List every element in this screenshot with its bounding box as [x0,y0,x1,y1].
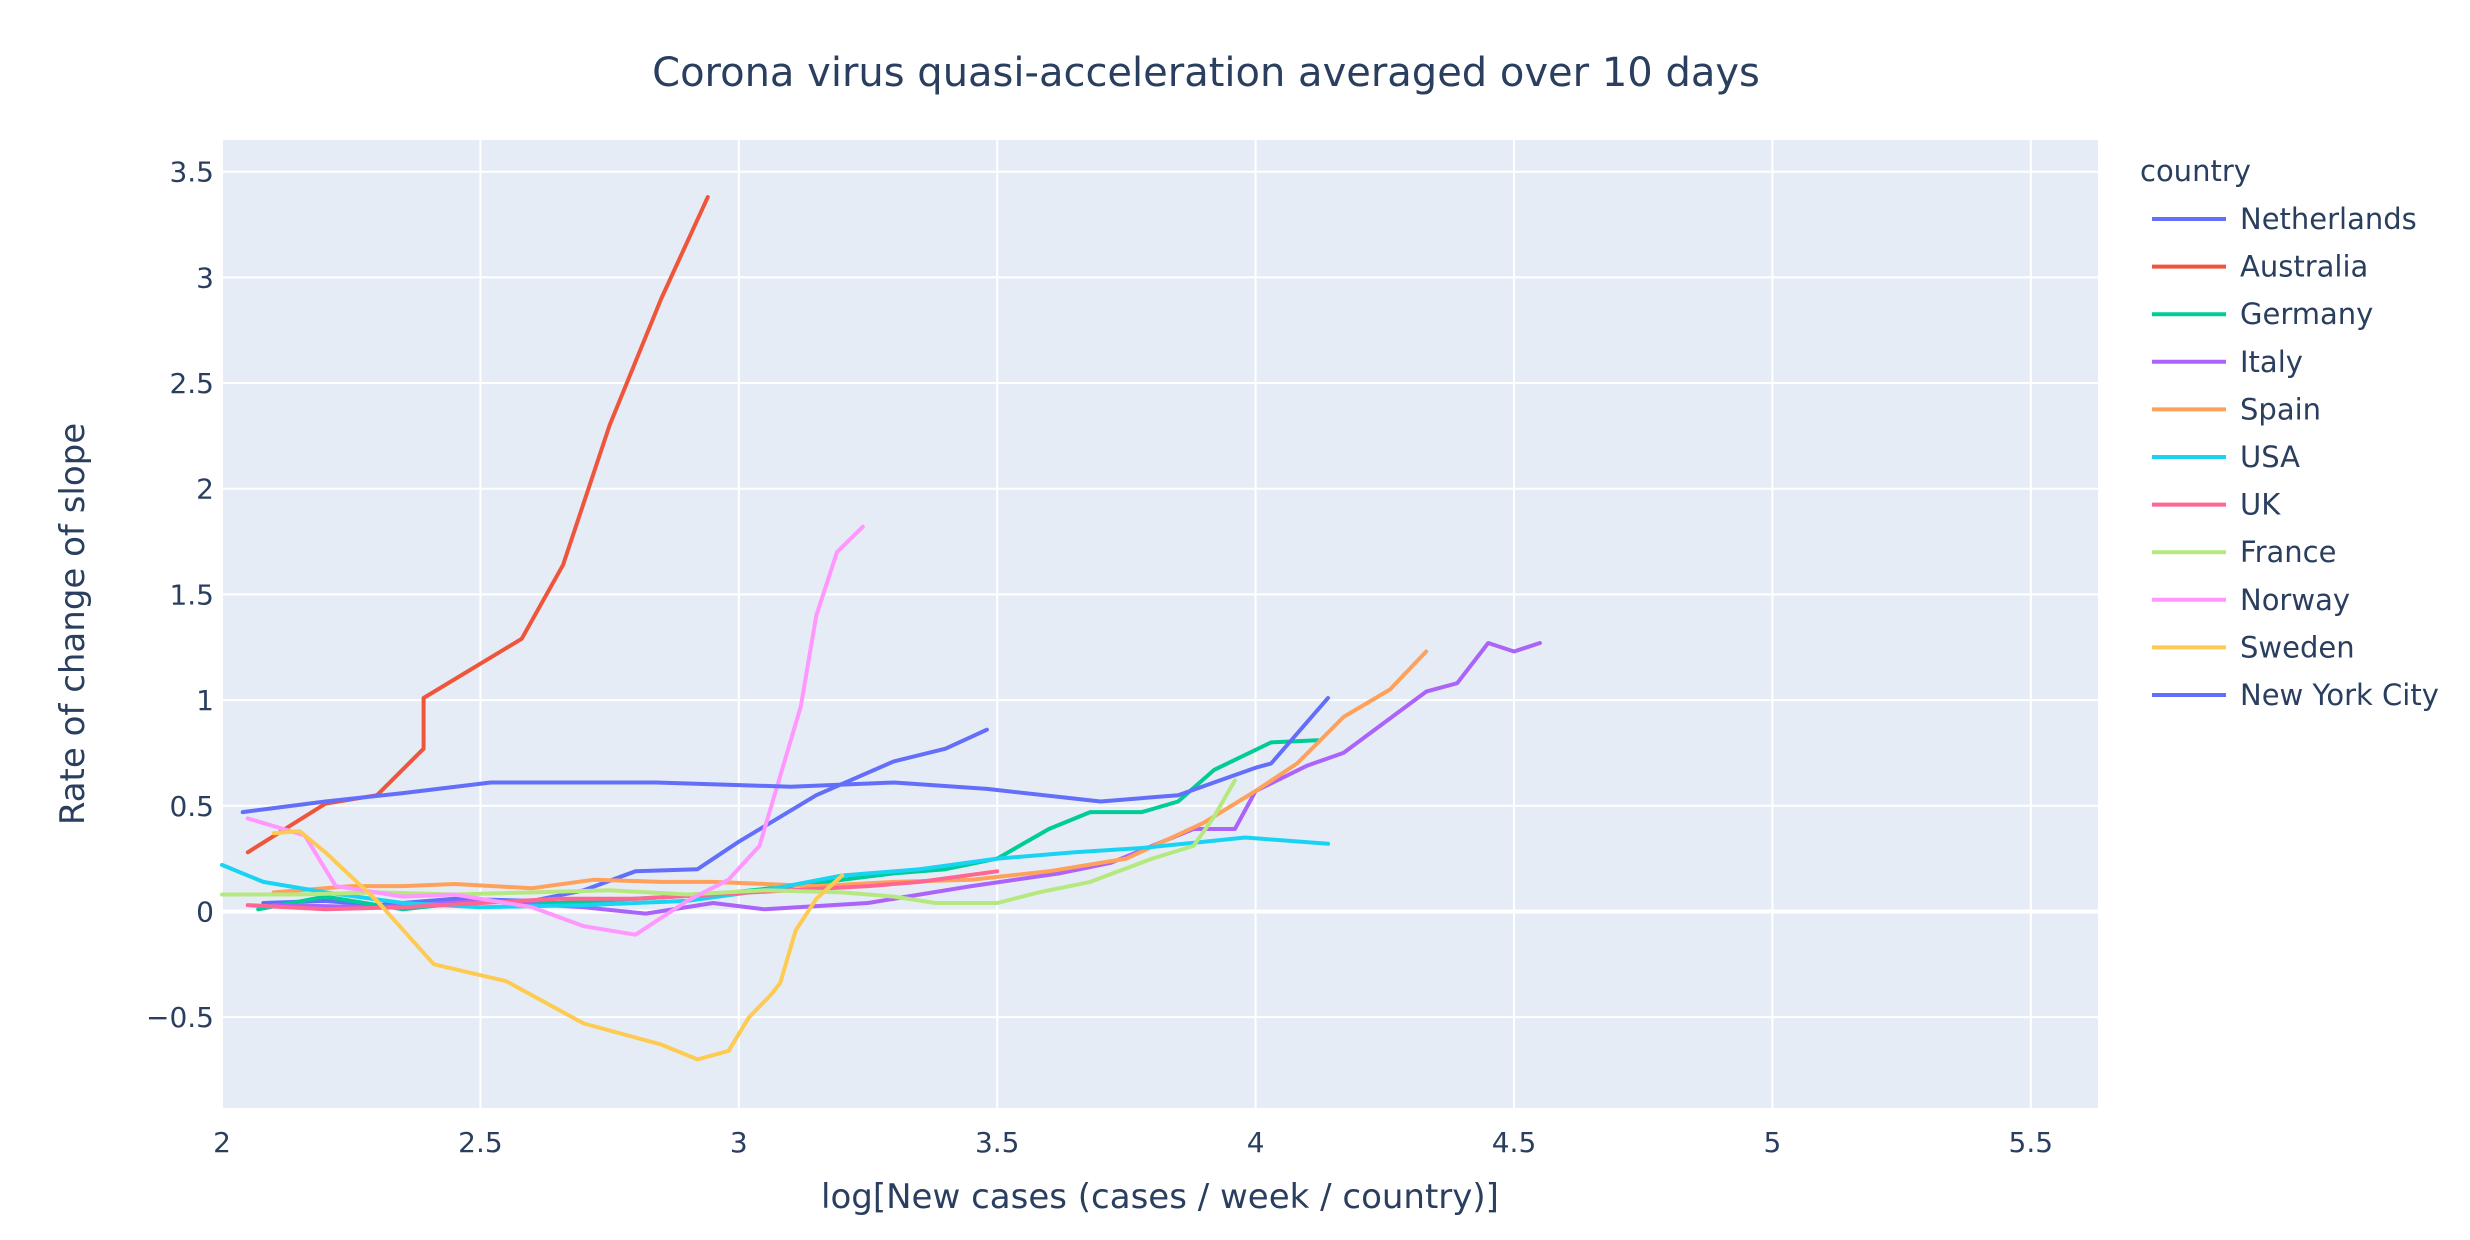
legend-label: New York City [2240,678,2439,712]
series-line-sweden [271,829,845,1062]
legend-item-sweden[interactable]: Sweden [2152,630,2355,664]
legend-label: Norway [2240,583,2350,617]
legend-label: USA [2240,440,2300,474]
legend-item-germany[interactable]: Germany [2152,297,2373,331]
y-tick-label: 3 [196,261,214,294]
legend-label: France [2240,535,2336,569]
x-tick-label: 4.5 [1492,1126,1537,1159]
legend-item-italy[interactable]: Italy [2152,345,2303,379]
series-line-spain [271,649,1429,895]
legend-label: Australia [2240,250,2368,284]
chart-title: Corona virus quasi-acceleration averaged… [652,50,1760,96]
grid-layer [221,140,2098,1108]
series-line-uk [245,869,1000,912]
y-tick-label: −0.5 [146,1001,214,1034]
legend: country Netherlands Australia Germany Italy… [2140,154,2439,712]
x-tick-label: 2 [213,1126,231,1159]
series-line-norway [245,524,865,937]
legend-item-france[interactable]: France [2152,535,2336,569]
legend-item-new-york-city[interactable]: New York City [2152,678,2439,712]
legend-label: Italy [2240,345,2303,379]
legend-label: UK [2240,488,2281,522]
x-tick-label: 3.5 [975,1126,1020,1159]
legend-item-netherlands[interactable]: Netherlands [2152,202,2417,236]
legend-label: Sweden [2240,630,2355,664]
legend-item-uk[interactable]: UK [2152,488,2281,522]
y-tick-label: 3.5 [169,156,214,189]
x-tick-label: 5 [1763,1126,1781,1159]
tick-layer: 2 2.5 3 3.5 4 4.5 5 5.5 −0.5 0 0.5 1 1.5 2 2.5 3 3.5 [146,156,2053,1159]
y-tick-label: 0 [196,895,214,928]
plot-background [222,140,2098,1108]
legend-item-usa[interactable]: USA [2152,440,2300,474]
x-tick-label: 4 [1247,1126,1265,1159]
x-tick-label: 2.5 [458,1126,503,1159]
legend-label: Germany [2240,297,2373,331]
legend-label: Netherlands [2240,202,2417,236]
x-tick-label: 3 [730,1126,748,1159]
legend-item-australia[interactable]: Australia [2152,250,2368,284]
x-axis-title: log[New cases (cases / week / country)] [821,1177,1499,1217]
legend-title: country [2140,154,2251,188]
x-tick-label: 5.5 [2009,1126,2054,1159]
legend-item-spain[interactable]: Spain [2152,392,2321,426]
y-axis-title: Rate of change of slope [53,423,93,825]
legend-items: Netherlands Australia Germany Italy Spain USA… [2152,202,2439,712]
legend-label: Spain [2240,392,2321,426]
series-layer [220,195,1542,1062]
series-line-usa [220,835,1330,910]
y-tick-label: 2.5 [169,367,214,400]
y-tick-label: 1.5 [169,578,214,611]
y-tick-label: 1 [196,684,214,717]
y-tick-label: 0.5 [169,790,214,823]
legend-item-norway[interactable]: Norway [2152,583,2350,617]
series-line-new-york-city [240,696,1330,815]
y-tick-label: 2 [196,473,214,506]
